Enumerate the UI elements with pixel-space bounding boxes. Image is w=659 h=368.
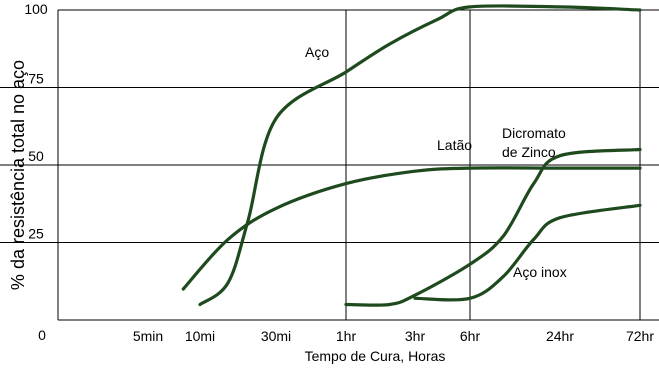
x-tick-label-7: 72hr bbox=[626, 328, 654, 344]
y-tick-label-25: 25 bbox=[28, 226, 44, 242]
annotation-aco: Aço bbox=[305, 44, 329, 60]
x-tick-label-3: 1hr bbox=[336, 328, 357, 344]
grid bbox=[0, 9, 659, 321]
x-tick-label-0: 5min bbox=[133, 328, 163, 344]
y-tick-label-0: 0 bbox=[38, 327, 46, 343]
series-line-latao bbox=[181, 166, 642, 291]
x-tick-label-5: 6hr bbox=[460, 328, 481, 344]
annotation-aco-inox: Aço inox bbox=[513, 264, 567, 280]
y-tick-label-100: 100 bbox=[24, 1, 48, 17]
annotation-de-zinco: de Zinco bbox=[502, 144, 556, 160]
annotations: Aço Latão Dicromato de Zinco Aço inox bbox=[305, 44, 567, 280]
series-line-aco bbox=[198, 4, 642, 307]
y-tick-label-50: 50 bbox=[28, 148, 44, 164]
x-tick-label-4: 3hr bbox=[405, 328, 426, 344]
y-axis-label: % da resistência total no aço bbox=[8, 60, 28, 290]
x-tick-label-6: 24hr bbox=[546, 328, 574, 344]
series-layer bbox=[181, 4, 642, 307]
y-tick-label-75: 75 bbox=[28, 71, 44, 87]
series-line-aco-inox bbox=[413, 203, 642, 302]
annotation-latao: Latão bbox=[437, 137, 472, 153]
annotation-dicromato: Dicromato bbox=[502, 125, 566, 141]
x-tick-label-2: 30mi bbox=[261, 328, 291, 344]
x-axis-label: Tempo de Cura, Horas bbox=[305, 348, 446, 364]
x-tick-label-1: 10mi bbox=[185, 328, 215, 344]
series-line-dicromato-de-zinco bbox=[344, 147, 642, 307]
tick-labels: 0 25 50 75 100 5min 10mi 30mi 1hr 3hr 6hr 24hr 72hr bbox=[24, 1, 654, 344]
